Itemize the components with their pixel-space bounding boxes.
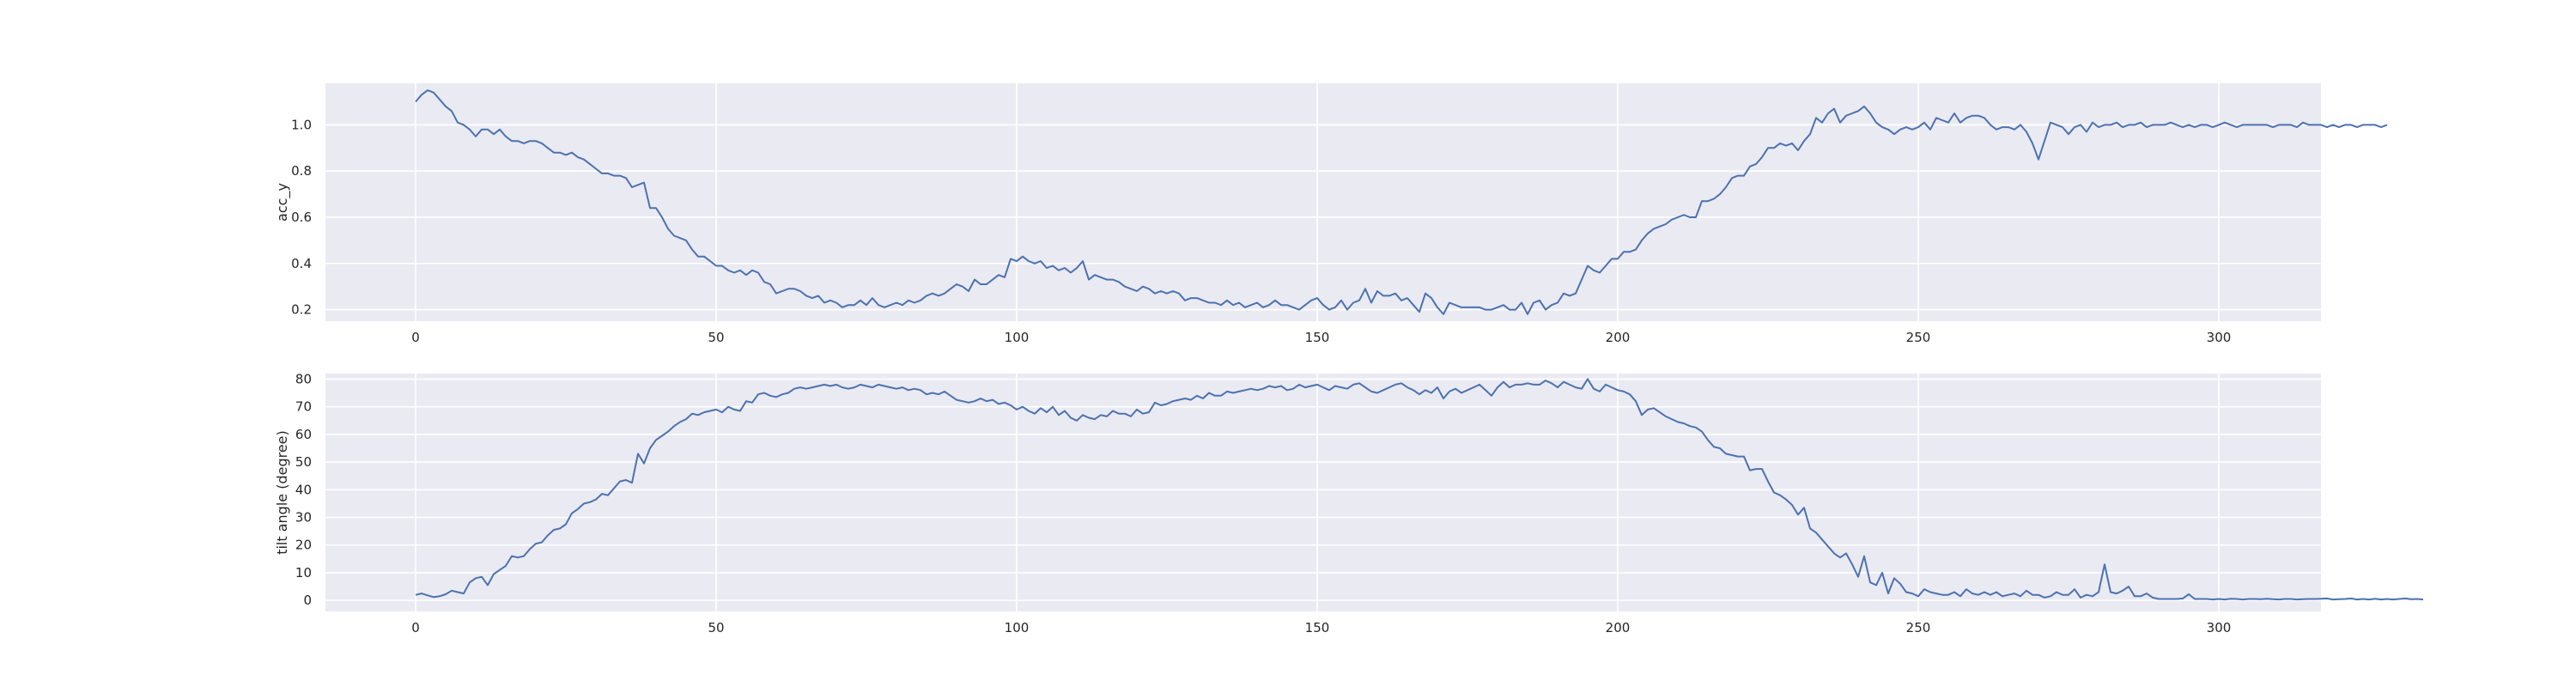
x-tick-label: 50 — [708, 330, 724, 345]
x-tick-label: 250 — [1906, 620, 1931, 635]
x-tick-label: 100 — [1005, 330, 1030, 345]
x-tick-label: 50 — [708, 620, 724, 635]
y-tick-label: 0.2 — [291, 302, 312, 318]
plot-area — [325, 374, 2321, 611]
series-line — [415, 378, 2424, 601]
y-tick-label: 60 — [295, 427, 312, 442]
y-tick-label: 1.0 — [291, 117, 312, 132]
y-tick-label: 50 — [295, 454, 312, 470]
x-tick-label: 0 — [411, 330, 420, 345]
x-tick-label: 250 — [1906, 330, 1931, 345]
x-tick-label: 100 — [1005, 620, 1030, 635]
y-tick-label: 0.4 — [291, 256, 312, 271]
y-tick-label: 20 — [295, 538, 312, 553]
x-tick-label: 300 — [2207, 330, 2232, 345]
y-tick-label: 80 — [295, 371, 312, 386]
x-tick-label: 0 — [411, 620, 420, 635]
x-tick-label: 300 — [2207, 620, 2232, 635]
y-tick-label: 70 — [295, 399, 312, 415]
y-tick-label: 30 — [295, 509, 312, 525]
y-tick-label: 40 — [295, 482, 312, 497]
chart-tilt-angle: 0 50 100 150 200 250 300 0 10 20 30 40 50 60 70 80 tilt … — [274, 371, 2424, 635]
x-tick-label: 150 — [1305, 620, 1330, 635]
y-tick-label: 10 — [295, 565, 312, 581]
x-tick-label: 200 — [1606, 330, 1631, 345]
y-tick-label: 0 — [303, 593, 312, 608]
series-line — [415, 89, 2388, 315]
y-tick-label: 0.8 — [291, 163, 312, 179]
x-tick-label: 150 — [1305, 330, 1330, 345]
y-axis-label: acc_y — [274, 183, 291, 222]
y-axis-label: tilt angle (degree) — [274, 430, 290, 555]
y-tick-label: 0.6 — [291, 210, 312, 225]
chart-acc-y: 0 50 100 150 200 250 300 0.2 0.4 0.6 0.8 1.0 acc_y — [274, 83, 2388, 345]
x-tick-label: 200 — [1606, 620, 1631, 635]
plot-area — [325, 83, 2321, 321]
